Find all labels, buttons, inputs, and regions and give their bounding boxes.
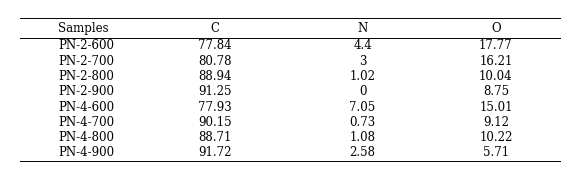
Text: 91.72: 91.72 (198, 147, 231, 159)
Text: 77.84: 77.84 (198, 39, 231, 52)
Text: 0.73: 0.73 (349, 116, 376, 129)
Text: 88.71: 88.71 (198, 131, 231, 144)
Text: PN-2-600: PN-2-600 (58, 39, 114, 52)
Text: Samples: Samples (58, 22, 108, 35)
Text: 3: 3 (359, 55, 366, 68)
Text: 16.21: 16.21 (479, 55, 513, 68)
Text: 7.05: 7.05 (349, 101, 376, 114)
Text: 5.71: 5.71 (483, 147, 509, 159)
Text: PN-4-700: PN-4-700 (58, 116, 114, 129)
Text: 15.01: 15.01 (479, 101, 513, 114)
Text: 10.04: 10.04 (479, 70, 513, 83)
Text: PN-4-800: PN-4-800 (58, 131, 114, 144)
Text: N: N (357, 22, 368, 35)
Text: O: O (491, 22, 501, 35)
Text: 80.78: 80.78 (198, 55, 231, 68)
Text: PN-2-700: PN-2-700 (58, 55, 114, 68)
Text: 88.94: 88.94 (198, 70, 231, 83)
Text: 1.08: 1.08 (350, 131, 375, 144)
Text: 2.58: 2.58 (350, 147, 375, 159)
Text: PN-4-900: PN-4-900 (58, 147, 114, 159)
Text: 91.25: 91.25 (198, 85, 231, 98)
Text: PN-2-900: PN-2-900 (58, 85, 114, 98)
Text: PN-2-800: PN-2-800 (58, 70, 114, 83)
Text: 17.77: 17.77 (479, 39, 513, 52)
Text: 90.15: 90.15 (198, 116, 231, 129)
Text: 9.12: 9.12 (483, 116, 509, 129)
Text: PN-4-600: PN-4-600 (58, 101, 114, 114)
Text: 77.93: 77.93 (198, 101, 231, 114)
Text: C: C (210, 22, 219, 35)
Text: 4.4: 4.4 (353, 39, 372, 52)
Text: 1.02: 1.02 (350, 70, 375, 83)
Text: 8.75: 8.75 (483, 85, 509, 98)
Text: 10.22: 10.22 (479, 131, 513, 144)
Text: 0: 0 (359, 85, 366, 98)
